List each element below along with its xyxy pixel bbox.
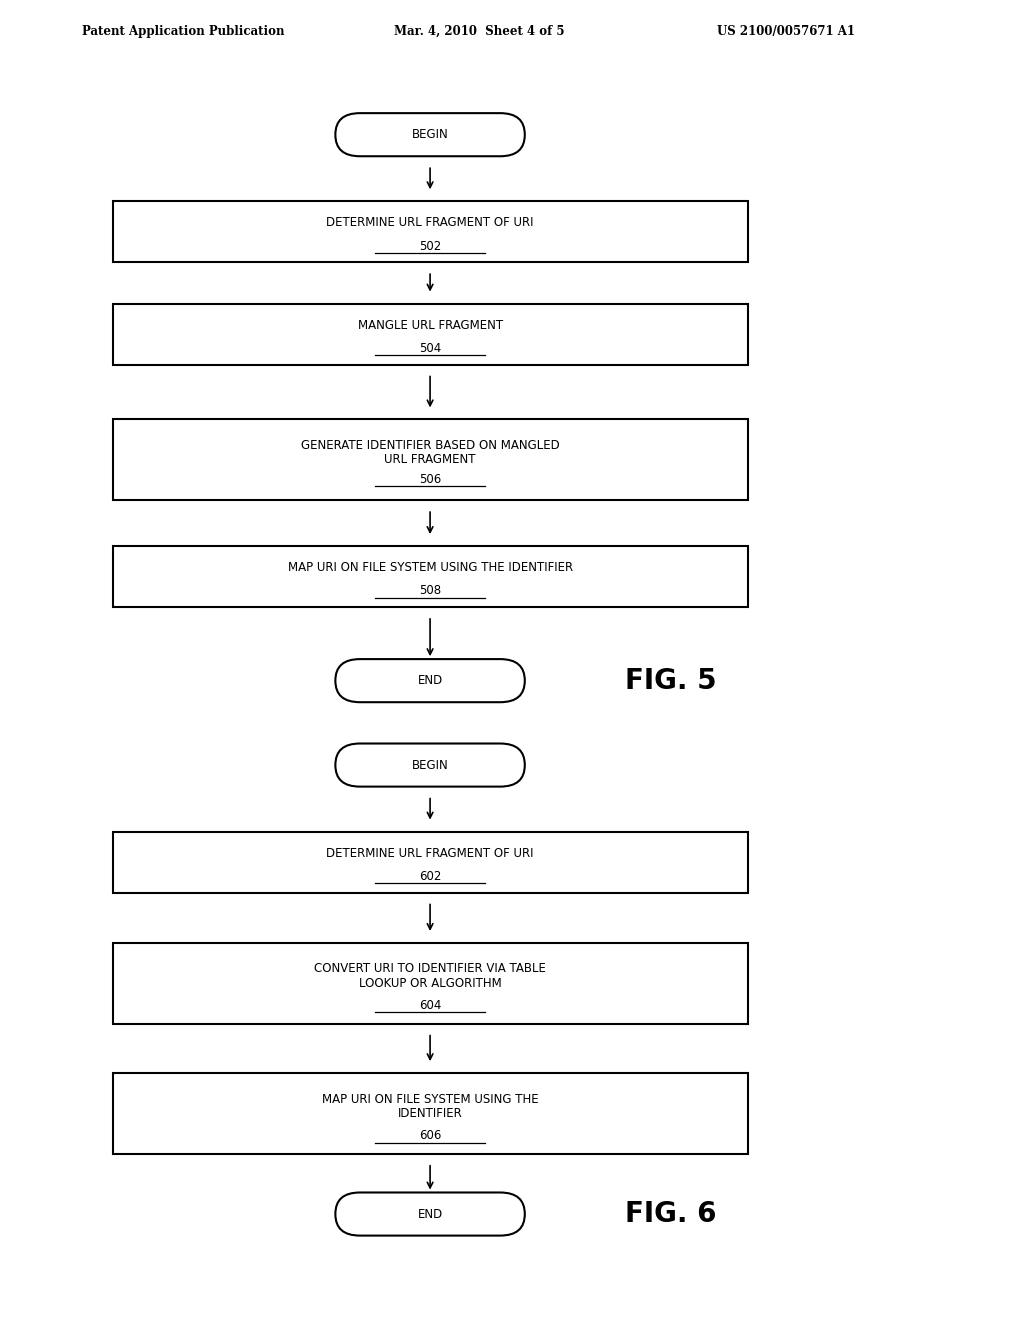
Text: BEGIN: BEGIN (412, 759, 449, 772)
Text: 506: 506 (419, 473, 441, 486)
Text: US 2100/0057671 A1: US 2100/0057671 A1 (717, 25, 855, 38)
Text: 504: 504 (419, 342, 441, 355)
Text: BEGIN: BEGIN (412, 128, 449, 141)
Text: LOOKUP OR ALGORITHM: LOOKUP OR ALGORITHM (358, 977, 502, 990)
Text: IDENTIFIER: IDENTIFIER (397, 1107, 463, 1119)
Text: 508: 508 (419, 585, 441, 598)
Text: 602: 602 (419, 870, 441, 883)
FancyBboxPatch shape (336, 659, 524, 702)
Text: FIG. 5: FIG. 5 (625, 667, 716, 694)
Text: CONVERT URI TO IDENTIFIER VIA TABLE: CONVERT URI TO IDENTIFIER VIA TABLE (314, 962, 546, 975)
Text: MAP URI ON FILE SYSTEM USING THE: MAP URI ON FILE SYSTEM USING THE (322, 1093, 539, 1106)
Text: Mar. 4, 2010  Sheet 4 of 5: Mar. 4, 2010 Sheet 4 of 5 (394, 25, 565, 38)
FancyBboxPatch shape (113, 420, 748, 500)
FancyBboxPatch shape (336, 1192, 524, 1236)
Text: 606: 606 (419, 1130, 441, 1142)
FancyBboxPatch shape (113, 942, 748, 1024)
FancyBboxPatch shape (113, 201, 748, 263)
Text: URL FRAGMENT: URL FRAGMENT (384, 453, 476, 466)
FancyBboxPatch shape (113, 832, 748, 892)
Text: 604: 604 (419, 999, 441, 1012)
Text: DETERMINE URL FRAGMENT OF URI: DETERMINE URL FRAGMENT OF URI (327, 216, 534, 230)
Text: MANGLE URL FRAGMENT: MANGLE URL FRAGMENT (357, 318, 503, 331)
Text: 502: 502 (419, 239, 441, 252)
FancyBboxPatch shape (336, 114, 524, 156)
Text: END: END (418, 675, 442, 688)
Text: DETERMINE URL FRAGMENT OF URI: DETERMINE URL FRAGMENT OF URI (327, 846, 534, 859)
Text: MAP URI ON FILE SYSTEM USING THE IDENTIFIER: MAP URI ON FILE SYSTEM USING THE IDENTIF… (288, 561, 572, 574)
FancyBboxPatch shape (336, 743, 524, 787)
FancyBboxPatch shape (113, 304, 748, 364)
FancyBboxPatch shape (113, 546, 748, 607)
Text: END: END (418, 1208, 442, 1221)
FancyBboxPatch shape (113, 1073, 748, 1154)
Text: GENERATE IDENTIFIER BASED ON MANGLED: GENERATE IDENTIFIER BASED ON MANGLED (301, 438, 559, 451)
Text: FIG. 6: FIG. 6 (625, 1200, 716, 1228)
Text: Patent Application Publication: Patent Application Publication (82, 25, 285, 38)
